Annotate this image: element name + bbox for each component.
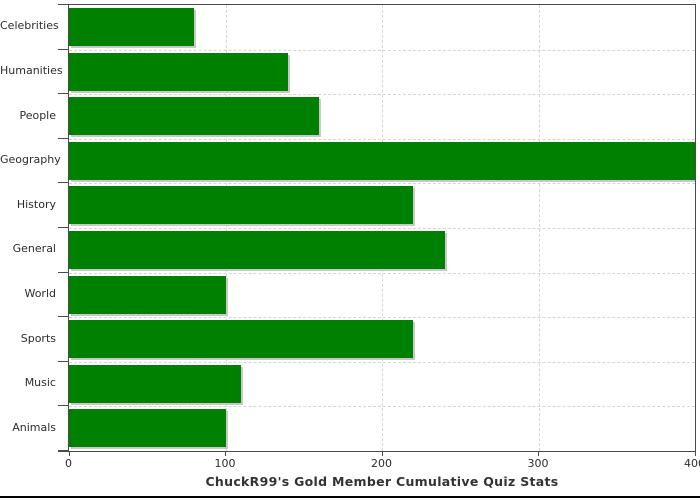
bar-celebrities — [69, 8, 195, 46]
category-label-music: Music — [24, 376, 56, 390]
horizontal-gridline — [69, 94, 695, 96]
y-axis-tick — [58, 137, 68, 139]
y-axis-tick — [58, 227, 68, 228]
category-label-general: General — [12, 242, 56, 256]
x-axis-label-300: 300 — [527, 457, 549, 470]
bar-music — [69, 364, 242, 403]
y-axis-tick — [58, 4, 68, 5]
horizontal-gridline — [69, 183, 695, 185]
bottom-border-line — [0, 496, 700, 498]
bar-world — [69, 275, 226, 314]
bar-sports — [69, 320, 414, 359]
plot-area — [68, 4, 696, 452]
x-axis-tick-0 — [68, 452, 70, 456]
y-axis-tick — [58, 48, 68, 50]
x-axis-tick-400 — [694, 452, 696, 456]
x-axis-line — [58, 451, 68, 452]
y-axis-tick — [58, 450, 68, 451]
x-axis-label-400: 400 — [684, 457, 700, 470]
bar-animals — [69, 409, 226, 448]
x-axis-label-100: 100 — [214, 457, 236, 470]
horizontal-gridline — [69, 317, 695, 319]
bar-history — [69, 186, 414, 225]
y-axis-tick — [58, 182, 68, 184]
x-axis-tick-300 — [538, 452, 539, 456]
y-axis-tick — [58, 93, 68, 95]
y-axis-tick — [58, 271, 68, 273]
category-label-people: People — [19, 108, 56, 122]
category-label-world: World — [24, 286, 56, 300]
y-axis-tick — [58, 316, 68, 318]
bar-geography — [69, 141, 695, 180]
horizontal-gridline — [69, 228, 695, 229]
category-label-geography: Geography — [0, 153, 61, 167]
category-label-celebrities: Celebrities — [0, 19, 59, 33]
bar-general — [69, 231, 445, 269]
bar-humanities — [69, 52, 289, 91]
horizontal-gridline — [69, 361, 695, 363]
bar-people — [69, 97, 320, 136]
horizontal-gridline — [69, 138, 695, 140]
horizontal-gridline — [69, 272, 695, 274]
horizontal-gridline — [69, 49, 695, 51]
category-label-animals: Animals — [12, 420, 56, 434]
chart-title: ChuckR99's Gold Member Cumulative Quiz S… — [205, 474, 559, 489]
horizontal-gridline — [69, 406, 695, 408]
x-axis-label-0: 0 — [65, 457, 72, 470]
category-label-humanities: Humanities — [0, 63, 63, 77]
category-label-sports: Sports — [20, 331, 56, 345]
x-axis-tick-200 — [381, 452, 383, 456]
x-axis-tick-100 — [225, 452, 226, 456]
y-axis-tick — [58, 360, 68, 362]
category-label-history: History — [16, 197, 56, 211]
x-axis-label-200: 200 — [371, 457, 392, 470]
y-axis-tick — [58, 405, 68, 407]
